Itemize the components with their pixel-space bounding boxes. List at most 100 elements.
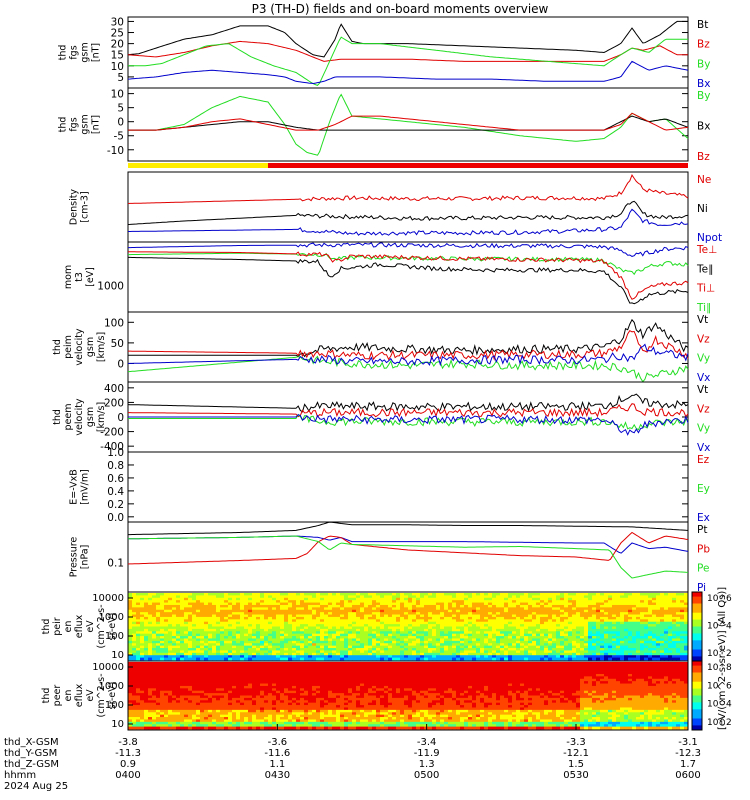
spectrogram-cell [248, 636, 253, 639]
spectrogram-cell [224, 724, 229, 728]
spectrogram-cell [156, 609, 161, 613]
spectrogram-cell [412, 616, 417, 620]
spectrogram-cell [220, 645, 225, 649]
spectrogram-cell [424, 614, 429, 618]
spectrogram-cell [272, 657, 277, 661]
spectrogram-cell [440, 621, 445, 625]
spectrogram-cell [424, 609, 429, 613]
spectrogram-cell [588, 645, 593, 649]
spectrogram-cell [648, 609, 653, 613]
spectrogram-cell [164, 719, 169, 723]
spectrogram-cell [148, 712, 153, 716]
spectrogram-cell [216, 616, 221, 620]
spectrogram-cell [164, 628, 169, 632]
spectrogram-cell [532, 602, 537, 606]
spectrogram-cell [364, 607, 369, 611]
spectrogram-cell [408, 619, 413, 623]
spectrogram-cell [384, 650, 389, 654]
spectrogram-cell [252, 631, 257, 635]
spectrogram-cell [472, 640, 477, 644]
y-axis-label-line: peem [63, 404, 74, 431]
spectrogram-cell [140, 657, 145, 661]
spectrogram-cell [492, 609, 497, 613]
spectrogram-cell [148, 697, 153, 701]
spectrogram-cell [672, 607, 677, 611]
spectrogram-cell [556, 593, 561, 596]
spectrogram-cell [408, 614, 413, 618]
spectrogram-cell [176, 624, 181, 627]
spectrogram-cell [284, 648, 289, 651]
series-line-Te⊥ [128, 242, 689, 257]
spectrogram-cell [364, 616, 369, 620]
spectrogram-cell [372, 633, 377, 637]
spectrogram-cell [272, 593, 277, 596]
spectrogram-cell [280, 609, 285, 613]
spectrogram-cell [400, 621, 405, 625]
spectrogram-cell [208, 645, 213, 649]
spectrogram-cell [296, 595, 301, 599]
spectrogram-cell [180, 678, 185, 682]
spectrogram-cell [532, 633, 537, 637]
spectrogram-cell [284, 593, 289, 596]
spectrogram-cell [620, 633, 625, 637]
spectrogram-cell [412, 612, 417, 615]
spectrogram-cell [200, 681, 205, 684]
spectrogram-cell [368, 643, 373, 647]
colorbar-segment [692, 601, 702, 604]
spectrogram-cell [252, 648, 257, 651]
spectrogram-cell [224, 621, 229, 625]
spectrogram-cell [228, 657, 233, 661]
spectrogram-cell [428, 595, 433, 599]
spectrogram-cell [532, 604, 537, 608]
spectrogram-cell [236, 700, 241, 704]
spectrogram-cell [480, 640, 485, 644]
spectrogram-cell [260, 657, 265, 661]
spectrogram-cell [164, 595, 169, 599]
spectrogram-cell [164, 643, 169, 647]
spectrogram-cell [388, 640, 393, 644]
spectrogram-cell [512, 638, 517, 642]
spectrogram-cell [240, 669, 245, 672]
spectrogram-cell [140, 640, 145, 644]
spectrogram-cell [616, 616, 621, 620]
spectrogram-cell [516, 640, 521, 644]
spectrogram-cell [260, 648, 265, 651]
spectrogram-cell [216, 645, 221, 649]
spectrogram-cell [264, 602, 269, 606]
spectrogram-cell [388, 652, 393, 656]
spectrogram-cell [452, 628, 457, 632]
spectrogram-cell [172, 690, 177, 694]
spectrogram-cell [640, 645, 645, 649]
colorbar-segment [692, 633, 702, 637]
spectrogram-cell [392, 621, 397, 625]
spectrogram-cell [656, 616, 661, 620]
spectrogram-cell [376, 609, 381, 613]
spectrogram-cell [128, 614, 133, 618]
spectrogram-cell [336, 595, 341, 599]
spectrogram-cell [632, 652, 637, 656]
spectrogram-cell [304, 612, 309, 615]
spectrogram-cell [624, 597, 629, 601]
spectrogram-cell [160, 600, 165, 603]
spectrogram-cell [200, 666, 205, 670]
spectrogram-cell [592, 600, 597, 603]
spectrogram-cell [452, 600, 457, 603]
spectrogram-cell [528, 597, 533, 601]
spectrogram-cell [232, 685, 237, 689]
spectrogram-cell [176, 712, 181, 716]
spectrogram-cell [204, 619, 209, 623]
spectrogram-cell [164, 700, 169, 704]
spectrogram-cell [388, 604, 393, 608]
spectrogram-cell [280, 621, 285, 625]
spectrogram-cell [216, 662, 221, 665]
spectrogram-cell [464, 614, 469, 618]
spectrogram-cell [172, 705, 177, 708]
spectrogram-cell [656, 619, 661, 623]
spectrogram-cell [184, 628, 189, 632]
spectrogram-cell [444, 631, 449, 635]
spectrogram-cell [588, 624, 593, 627]
spectrogram-cell [176, 621, 181, 625]
spectrogram-cell [144, 638, 149, 642]
spectrogram-cell [452, 612, 457, 615]
spectrogram-cell [472, 607, 477, 611]
